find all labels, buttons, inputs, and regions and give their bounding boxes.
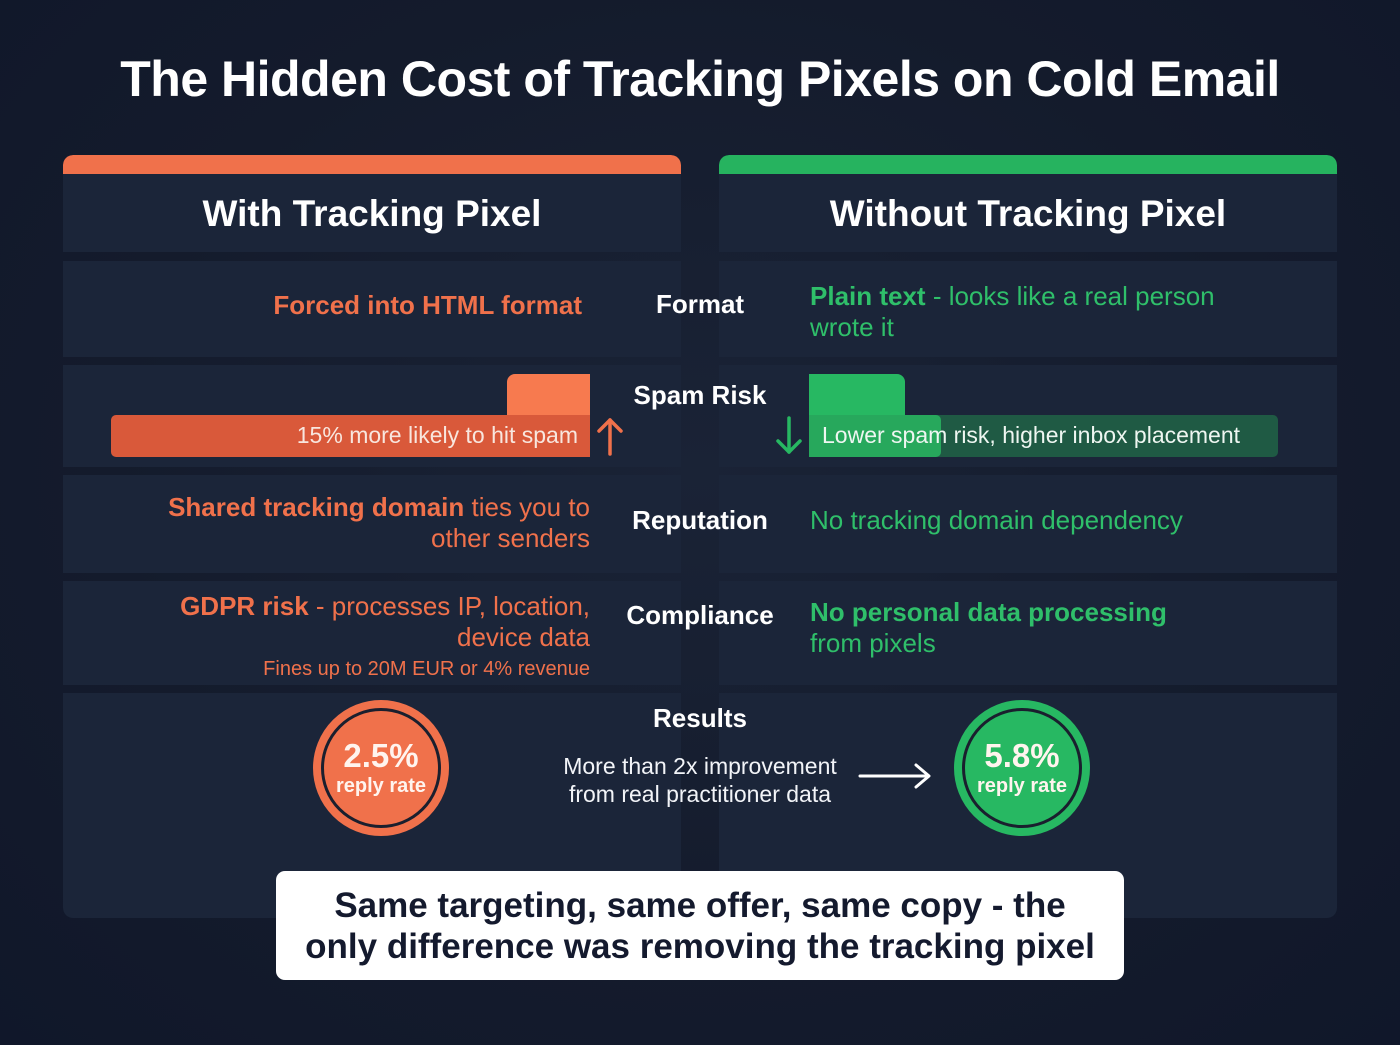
left-compliance-cell <box>63 581 681 685</box>
reply-rate-badge-with-pixel: 2.5% reply rate <box>313 700 449 836</box>
row-label-reputation: Reputation <box>632 505 768 535</box>
badge-ring <box>321 708 441 828</box>
improvement-note: More than 2x improvement from real pract… <box>563 753 837 807</box>
left-format-cell <box>63 261 681 357</box>
right-reputation-text: No tracking domain dependency <box>810 505 1183 535</box>
right-format-cell <box>719 261 1337 357</box>
arrow-right-icon <box>858 763 931 789</box>
left-compliance-note: Fines up to 20M EUR or 4% revenue <box>263 658 590 680</box>
left-reputation-text: Shared tracking domain ties you to other… <box>168 492 590 553</box>
row-label-spam-risk: Spam Risk <box>633 380 767 410</box>
arrow-down-icon <box>776 416 802 454</box>
right-reputation-cell <box>719 475 1337 573</box>
reply-rate-value: 5.8% <box>984 737 1060 774</box>
spam-risk-bar-with-pixel: 15% more likely to hit spam <box>111 415 590 457</box>
spam-risk-fill <box>809 415 941 457</box>
badge-ring <box>962 708 1082 828</box>
spam-risk-bar-peak-without-pixel <box>809 374 905 416</box>
left-format-text: Forced into HTML format <box>273 290 582 320</box>
row-label-results: Results <box>653 703 747 733</box>
page-title: The Hidden Cost of Tracking Pixels on Co… <box>120 51 1280 107</box>
left-reputation-cell <box>63 475 681 573</box>
left-column-heading: With Tracking Pixel <box>202 193 542 234</box>
reply-rate-caption: reply rate <box>976 775 1068 797</box>
row-label-compliance: Compliance <box>626 600 774 630</box>
green-accent-bar <box>719 155 1337 174</box>
reply-rate-value: 2.5% <box>343 737 419 774</box>
right-spam-text: Lower spam risk, higher inbox placement <box>822 422 1241 448</box>
right-compliance-text: No personal data processing from pixels <box>810 597 1167 658</box>
right-format-text: Plain text - looks like a real person wr… <box>810 281 1215 342</box>
right-column-heading: Without Tracking Pixel <box>829 193 1227 234</box>
right-compliance-cell <box>719 581 1337 685</box>
arrow-up-icon <box>597 418 623 456</box>
reply-rate-badge-without-pixel: 5.8% reply rate <box>954 700 1090 836</box>
row-label-format: Format <box>655 289 745 319</box>
left-compliance-text: GDPR risk - processes IP, location, devi… <box>180 591 590 652</box>
reply-rate-caption: reply rate <box>335 775 427 797</box>
spam-risk-bar-peak-with-pixel <box>507 374 590 416</box>
orange-accent-bar <box>63 155 681 174</box>
left-heading-cell <box>63 174 681 252</box>
right-heading-cell <box>719 174 1337 252</box>
left-spam-text: 15% more likely to hit spam <box>296 422 578 448</box>
spam-risk-bar-without-pixel: Lower spam risk, higher inbox placement <box>809 415 1278 457</box>
conclusion-callout: Same targeting, same offer, same copy - … <box>276 871 1124 980</box>
